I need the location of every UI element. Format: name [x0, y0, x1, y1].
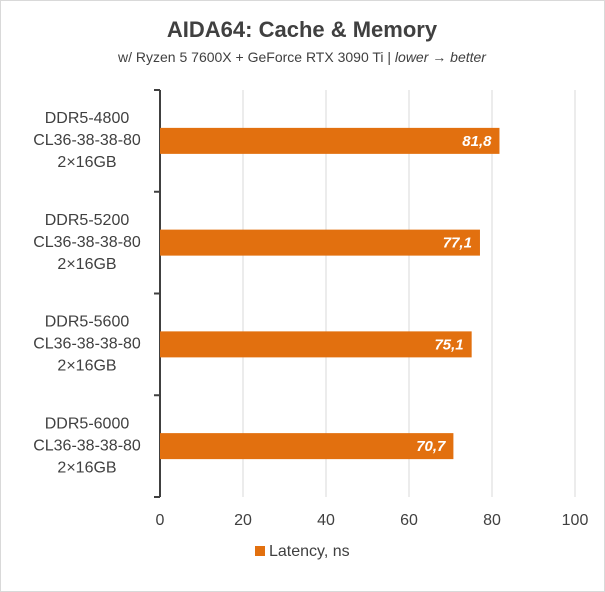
subtitle: w/ Ryzen 5 7600X + GeForce RTX 3090 Ti | — [117, 49, 391, 65]
x-tick-label: 0 — [156, 512, 165, 529]
x-tick-label: 60 — [400, 512, 418, 529]
y-tick-label: CL36-38-38-80 — [33, 234, 141, 251]
legend-label: Latency, ns — [269, 543, 350, 560]
legend-swatch — [255, 546, 265, 556]
y-tick-label: 2×16GB — [57, 358, 116, 375]
value-label: 70,7 — [416, 438, 446, 455]
chart-subtitle: w/ Ryzen 5 7600X + GeForce RTX 3090 Ti |… — [117, 49, 487, 65]
y-tick-label: DDR5-4800 — [45, 110, 130, 127]
x-tick-label: 100 — [562, 512, 589, 529]
y-tick-label: DDR5-5200 — [45, 212, 130, 229]
y-tick-label: 2×16GB — [57, 154, 116, 171]
bar — [160, 433, 454, 460]
y-tick-label: DDR5-6000 — [45, 415, 130, 432]
bar — [160, 127, 500, 154]
x-tick-label: 20 — [234, 512, 252, 529]
chart-title: AIDA64: Cache & Memory — [167, 17, 438, 42]
y-tick-label: CL36-38-38-80 — [33, 437, 141, 454]
y-tick-label: 2×16GB — [57, 256, 116, 273]
x-tick-label: 40 — [317, 512, 335, 529]
bar — [160, 331, 472, 358]
y-tick-label: CL36-38-38-80 — [33, 336, 141, 353]
y-tick-label: 2×16GB — [57, 459, 116, 476]
value-label: 81,8 — [462, 133, 492, 150]
y-tick-label: DDR5-5600 — [45, 314, 130, 331]
x-tick-label: 80 — [483, 512, 501, 529]
subtitle-note: lower → better — [395, 49, 487, 65]
bar — [160, 229, 480, 256]
y-tick-label: CL36-38-38-80 — [33, 132, 141, 149]
value-label: 75,1 — [434, 336, 463, 353]
value-label: 77,1 — [443, 235, 472, 252]
